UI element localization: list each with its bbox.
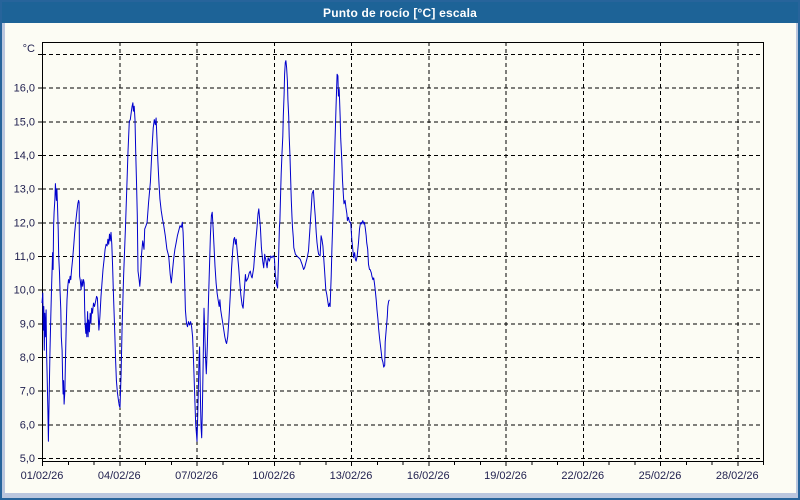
window-frame xyxy=(2,23,798,498)
chart-title: Punto de rocío [°C] escala xyxy=(322,5,478,20)
chart-panel xyxy=(5,23,796,493)
title-bar: Punto de rocío [°C] escala xyxy=(2,2,798,23)
